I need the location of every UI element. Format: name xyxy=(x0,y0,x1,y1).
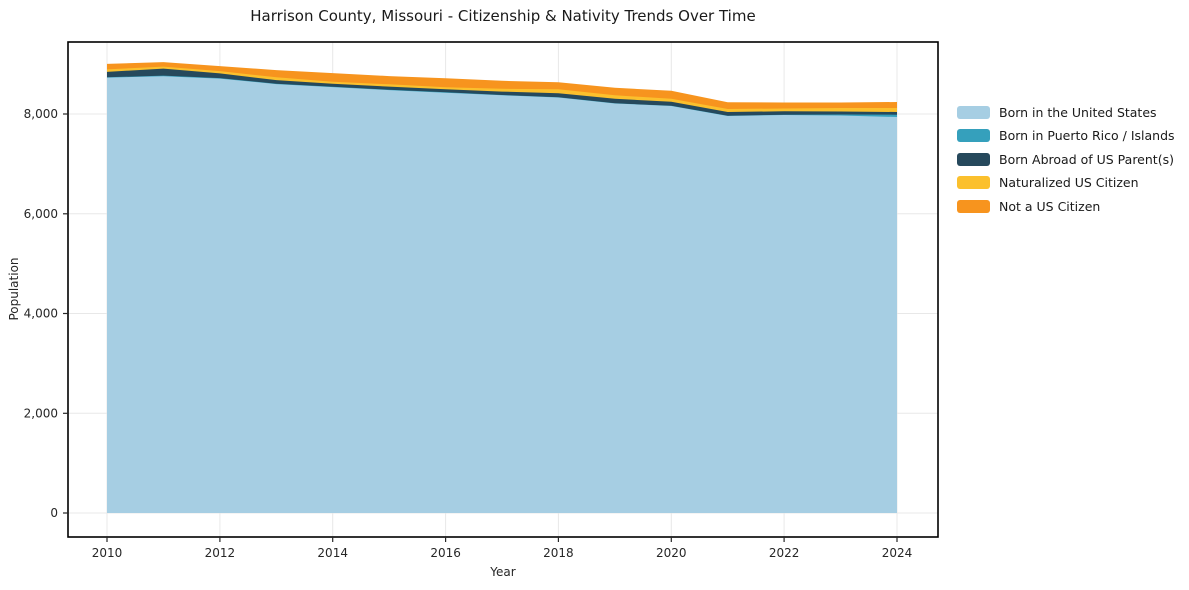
y-tick-label: 6,000 xyxy=(24,207,58,221)
x-tick-label: 2014 xyxy=(317,546,348,560)
chart-title: Harrison County, Missouri - Citizenship … xyxy=(250,7,756,25)
x-tick-label: 2020 xyxy=(656,546,687,560)
legend-swatch xyxy=(957,152,990,166)
legend-item: Not a US Citizen xyxy=(957,198,1175,214)
legend-swatch xyxy=(957,199,990,213)
legend-label: Not a US Citizen xyxy=(999,198,1101,214)
y-tick-label: 0 xyxy=(50,506,58,520)
x-tick-label: 2022 xyxy=(769,546,800,560)
x-axis-label: Year xyxy=(490,565,516,579)
x-tick-label: 2012 xyxy=(205,546,236,560)
y-tick-label: 2,000 xyxy=(24,406,58,420)
legend: Born in the United States Born in Puerto … xyxy=(957,104,1175,214)
plot-border xyxy=(67,41,939,538)
area-series-born-in-the-united-states xyxy=(107,76,897,514)
x-tick-label: 2010 xyxy=(92,546,123,560)
legend-item: Born Abroad of US Parent(s) xyxy=(957,151,1175,167)
x-tick-label: 2024 xyxy=(882,546,913,560)
legend-label: Born Abroad of US Parent(s) xyxy=(999,151,1174,167)
legend-label: Born in the United States xyxy=(999,104,1157,120)
legend-swatch xyxy=(957,105,990,119)
legend-item: Born in Puerto Rico / Islands xyxy=(957,128,1175,143)
x-tick-label: 2016 xyxy=(430,546,461,560)
legend-item: Naturalized US Citizen xyxy=(957,175,1175,190)
legend-swatch xyxy=(957,176,990,189)
legend-label: Naturalized US Citizen xyxy=(999,175,1139,190)
legend-item: Born in the United States xyxy=(957,104,1175,120)
legend-label: Born in Puerto Rico / Islands xyxy=(999,128,1175,143)
y-axis-label: Population xyxy=(7,257,21,321)
y-tick-label: 4,000 xyxy=(24,307,58,321)
y-tick-label: 8,000 xyxy=(24,107,58,121)
legend-swatch xyxy=(957,129,990,142)
x-tick-label: 2018 xyxy=(543,546,574,560)
